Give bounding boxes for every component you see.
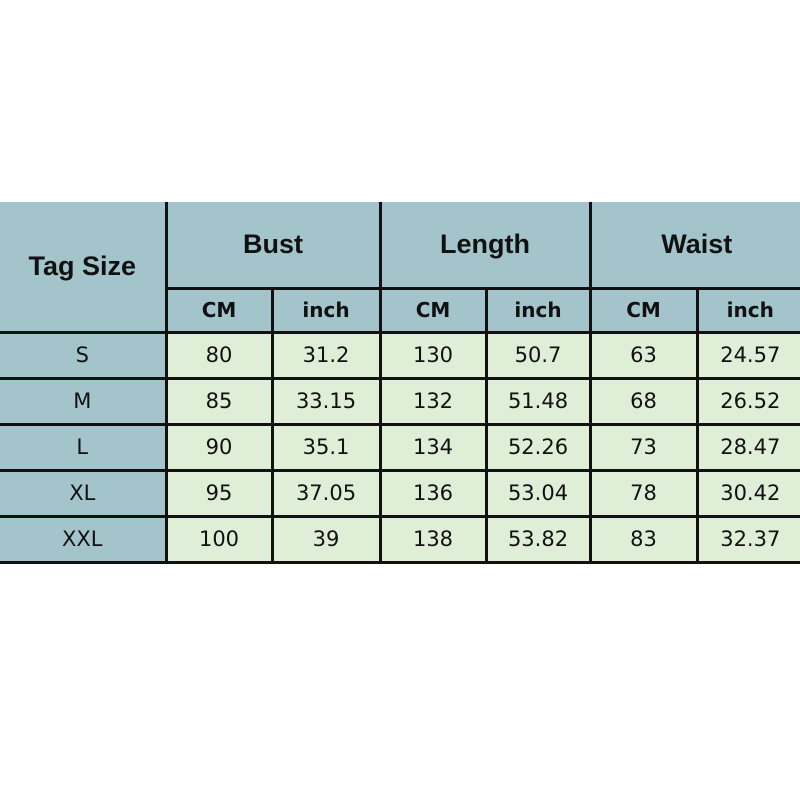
value-cell: 53.04 [484, 468, 592, 518]
value-cell: 63 [588, 330, 699, 380]
value-cell: 53.82 [484, 514, 592, 564]
size-cell: S [0, 330, 168, 380]
table-row: M 85 33.15 132 51.48 68 26.52 [0, 376, 800, 426]
value-cell: 32.37 [695, 514, 800, 564]
size-chart-table: Tag Size Bust Length Waist CM inch CM inch C… [0, 202, 800, 564]
value-cell: 51.48 [484, 376, 592, 426]
value-cell: 100 [164, 514, 274, 564]
value-cell: 24.57 [695, 330, 800, 380]
value-cell: 37.05 [270, 468, 382, 518]
value-cell: 28.47 [695, 422, 800, 472]
table-row: S 80 31.2 130 50.7 63 24.57 [0, 330, 800, 380]
value-cell: 33.15 [270, 376, 382, 426]
length-header: Length [378, 202, 592, 290]
value-cell: 130 [378, 330, 488, 380]
table-row: L 90 35.1 134 52.26 73 28.47 [0, 422, 800, 472]
value-cell: 50.7 [484, 330, 592, 380]
bust-header: Bust [164, 202, 382, 290]
value-cell: 39 [270, 514, 382, 564]
value-cell: 95 [164, 468, 274, 518]
value-cell: 73 [588, 422, 699, 472]
unit-header: inch [484, 286, 592, 334]
table-row: XXL 100 39 138 53.82 83 32.37 [0, 514, 800, 564]
value-cell: 85 [164, 376, 274, 426]
size-cell: M [0, 376, 168, 426]
value-cell: 78 [588, 468, 699, 518]
value-cell: 83 [588, 514, 699, 564]
value-cell: 132 [378, 376, 488, 426]
value-cell: 35.1 [270, 422, 382, 472]
value-cell: 138 [378, 514, 488, 564]
value-cell: 26.52 [695, 376, 800, 426]
unit-header: CM [164, 286, 274, 334]
table-row: XL 95 37.05 136 53.04 78 30.42 [0, 468, 800, 518]
size-cell: L [0, 422, 168, 472]
value-cell: 31.2 [270, 330, 382, 380]
unit-header: inch [695, 286, 800, 334]
value-cell: 30.42 [695, 468, 800, 518]
unit-header: CM [378, 286, 488, 334]
size-cell: XL [0, 468, 168, 518]
waist-header: Waist [588, 202, 800, 290]
value-cell: 68 [588, 376, 699, 426]
value-cell: 134 [378, 422, 488, 472]
size-cell: XXL [0, 514, 168, 564]
value-cell: 136 [378, 468, 488, 518]
tag-size-header: Tag Size [0, 202, 168, 334]
unit-header: inch [270, 286, 382, 334]
unit-header: CM [588, 286, 699, 334]
value-cell: 52.26 [484, 422, 592, 472]
value-cell: 80 [164, 330, 274, 380]
value-cell: 90 [164, 422, 274, 472]
